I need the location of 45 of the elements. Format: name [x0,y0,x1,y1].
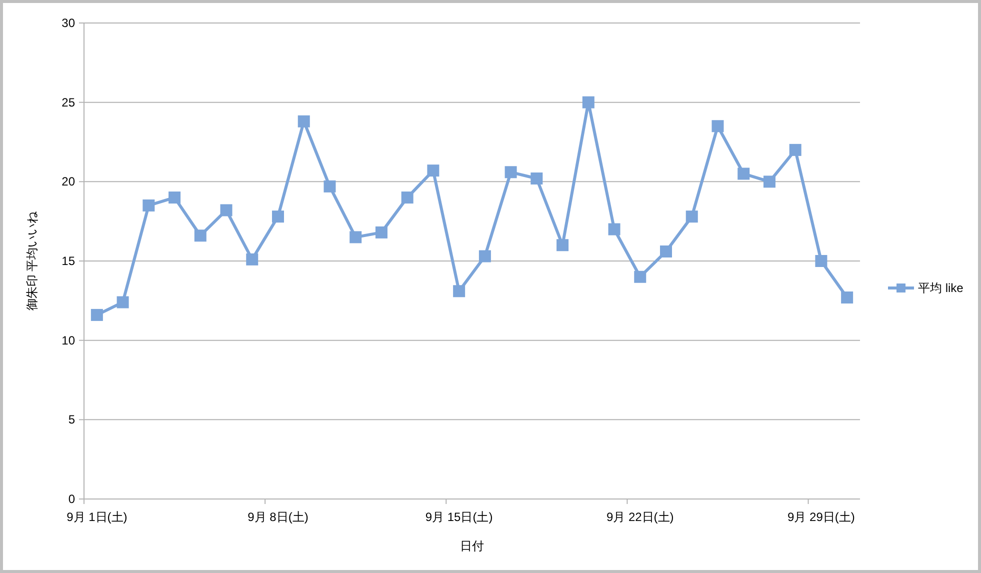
point [401,192,414,204]
y-tick-label: 10 [62,333,76,348]
y-tick-label: 20 [62,174,76,189]
point [660,245,672,258]
point [763,176,776,188]
x-tick-label: 9月 8日(土) [248,510,308,524]
point [504,166,517,178]
point [789,144,802,156]
legend-label: 平均 like [918,281,964,295]
point [530,172,543,184]
point [90,308,103,321]
point [194,230,206,242]
x-axis-title: 日付 [460,539,484,553]
point [427,164,440,177]
x-tick-label: 9月 22日(土) [606,510,674,524]
point [220,204,232,216]
x-tick-label: 9月 29日(土) [788,510,855,524]
point [272,210,284,223]
point [712,120,724,132]
point [168,192,181,204]
y-tick-label: 25 [62,95,76,110]
point [453,285,466,298]
point [298,115,310,128]
point [841,291,854,304]
point [478,250,491,262]
point [582,96,594,108]
point [350,231,362,244]
point [815,255,828,267]
point [686,210,698,223]
point [142,199,155,212]
point [556,239,569,252]
point [246,253,258,266]
point [738,168,750,180]
point [634,270,646,283]
x-tick-label: 9月 1日(土) [66,510,128,524]
point [324,180,336,192]
point [608,223,620,236]
y-tick-label: 15 [62,254,76,268]
point [375,226,388,238]
y-tick-label: 5 [68,412,76,427]
point [116,296,129,308]
y-tick-label: 30 [62,16,76,30]
y-tick-label: 0 [68,492,76,506]
y-axis-title: 御朱印 平均いいね [25,210,39,311]
x-tick-label: 9月 15日(土) [425,510,493,524]
